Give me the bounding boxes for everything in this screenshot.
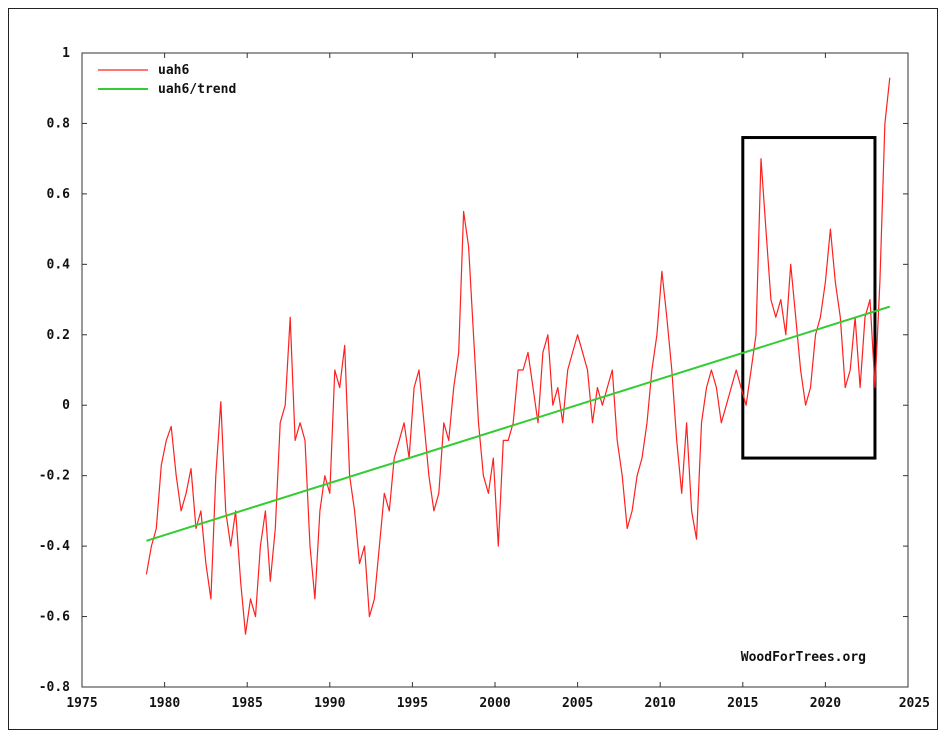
y-tick-label: 0.6 xyxy=(47,187,71,202)
y-tick-label: -0.2 xyxy=(39,469,70,484)
y-tick-label: -0.4 xyxy=(39,539,70,554)
x-tick-label: 1985 xyxy=(232,696,263,711)
y-tick-label: 0.2 xyxy=(47,328,70,343)
x-tick-label: 2015 xyxy=(727,696,758,711)
x-tick-label: 1995 xyxy=(397,696,428,711)
legend-label: uah6 xyxy=(158,63,189,78)
x-tick-label: 2025 xyxy=(899,696,930,711)
series-line-uah6-trend xyxy=(146,305,891,542)
highlight-box xyxy=(741,136,877,460)
y-tick-label: 0.4 xyxy=(47,257,71,272)
x-tick-label: 1980 xyxy=(149,696,180,711)
y-tick-label: -0.8 xyxy=(39,680,70,695)
plot-area-border xyxy=(81,52,909,688)
y-tick-label: 1 xyxy=(62,46,70,61)
y-tick-label: 0 xyxy=(62,398,70,413)
highlight-box-layer xyxy=(741,136,877,460)
x-tick-label: 2005 xyxy=(562,696,593,711)
credit-annotation: WoodForTrees.org xyxy=(741,650,866,665)
x-tick-label: 1975 xyxy=(66,696,97,711)
legend-label: uah6/trend xyxy=(158,82,236,97)
x-tick-label: 1990 xyxy=(314,696,345,711)
y-tick-label: -0.6 xyxy=(39,610,70,625)
legend: uah6 uah6/trend xyxy=(98,63,236,97)
x-tick-label: 2020 xyxy=(810,696,841,711)
y-tick-label: 0.8 xyxy=(47,116,71,131)
series-line-uah6 xyxy=(145,77,891,635)
x-tick-label: 2010 xyxy=(645,696,676,711)
series-layer xyxy=(145,77,891,635)
chart-frame xyxy=(8,8,938,730)
x-tick-label: 2000 xyxy=(479,696,510,711)
